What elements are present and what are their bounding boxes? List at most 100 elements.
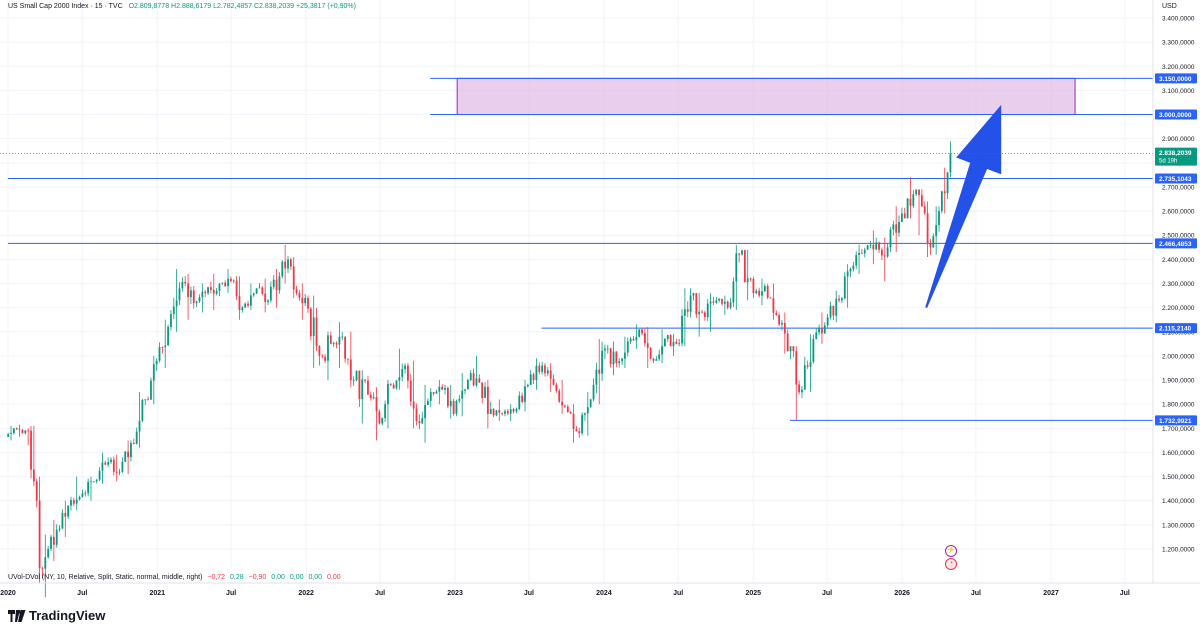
candle-body (681, 315, 683, 344)
candle-body (138, 420, 141, 432)
candle-body (935, 225, 938, 237)
last-price-label-bg (1155, 147, 1197, 166)
indicator-legend[interactable]: UVol-DVol (NY, 10, Relative, Split, Stat… (8, 574, 341, 581)
candle-body (484, 386, 486, 398)
candle-body (315, 317, 318, 347)
price-axis[interactable]: 1.200,0000 1.300,0000 1.400,0000 1.500,0000… (1152, 0, 1197, 583)
candle-body (524, 386, 526, 403)
candle-body (201, 291, 204, 298)
candle-body (763, 285, 766, 292)
price-tick-label: 2.400,0000 (1162, 257, 1195, 264)
candle-body (435, 391, 438, 394)
candle-body (12, 428, 15, 433)
candle-body (809, 361, 812, 367)
time-axis[interactable]: 2020 Jul 2021 Jul 2022 Jul 2023 Jul 2024 Jul 2025 J… (0, 582, 1200, 597)
candle-body (127, 451, 130, 458)
candle-body (292, 266, 295, 290)
time-tick-label: Jul (77, 590, 87, 597)
time-tick-label: Jul (375, 590, 385, 597)
candle-body (392, 384, 395, 389)
price-tick-label: 3.100,0000 (1162, 88, 1195, 95)
candle-body (589, 399, 592, 408)
time-tick-label: 2021 (150, 590, 166, 597)
candle-body (101, 462, 104, 471)
time-tick-label: 2023 (447, 590, 463, 597)
candle-body (875, 242, 878, 250)
candle-body (198, 297, 201, 302)
candle-body (418, 421, 421, 424)
candle-body (652, 358, 655, 361)
candle-body (164, 345, 167, 348)
candle-body (130, 442, 132, 458)
candle-body (883, 255, 886, 257)
indicator-label: UVol-DVol (NY, 10, Relative, Split, Stat… (8, 574, 203, 581)
candle-body (438, 386, 441, 392)
candle-body (669, 335, 672, 347)
candle-body (247, 303, 249, 306)
price-tick-label: 1.900,0000 (1162, 378, 1195, 385)
candle-body (141, 399, 144, 421)
candle-body (218, 283, 221, 291)
candle-body (644, 333, 646, 344)
candle-body (618, 361, 621, 364)
candle-body (612, 351, 615, 365)
candle-body (412, 401, 415, 409)
candle-body (792, 346, 795, 352)
candle-body (107, 462, 110, 465)
ohlc-low: L2.782,4857 (213, 3, 253, 10)
candle-body (224, 282, 227, 287)
event-lightning-icon[interactable]: ⚡ (945, 545, 957, 557)
candle-body (698, 311, 701, 315)
price-change: +25,3817 (+0,90%) (296, 3, 356, 10)
candle-body (721, 298, 723, 304)
candle-body (30, 430, 32, 470)
candle-body (863, 249, 866, 254)
candle-body (675, 341, 678, 344)
candle-body (98, 470, 101, 480)
candle-body (170, 314, 172, 327)
candle-body (723, 301, 726, 304)
candle-body (866, 245, 869, 250)
event-flag-icon[interactable]: ◔ (945, 558, 957, 570)
candle-body (41, 568, 44, 570)
candle-body (584, 413, 586, 415)
candle-body (324, 356, 327, 361)
candle-body (215, 290, 218, 294)
candle-body (375, 397, 378, 412)
candle-body (404, 365, 406, 370)
candle-body (281, 261, 284, 277)
price-tick-label: 3.200,0000 (1162, 64, 1195, 71)
candle-body (347, 358, 349, 360)
time-tick-label: Jul (971, 590, 981, 597)
candle-body (829, 305, 832, 318)
candle-body (940, 191, 943, 212)
candle-body (778, 314, 781, 325)
candle-body (78, 496, 81, 500)
time-tick-label: 2020 (0, 590, 16, 597)
candle-body (427, 400, 429, 406)
price-tick-label: 2.000,0000 (1162, 353, 1195, 360)
candle-body (741, 250, 743, 255)
candle-body (812, 339, 815, 362)
tradingview-brand[interactable]: TradingView (8, 608, 105, 623)
candle-body (586, 407, 589, 414)
candle-body (655, 359, 658, 361)
candle-body (58, 528, 61, 530)
candle-body (15, 428, 18, 430)
candle-body (444, 387, 446, 390)
candle-body (838, 298, 840, 301)
price-tick-label: 1.600,0000 (1162, 450, 1195, 457)
candle-body (447, 387, 449, 407)
candle-body (621, 358, 623, 362)
price-tick-label: 1.200,0000 (1162, 547, 1195, 554)
time-tick-label: 2022 (298, 590, 314, 597)
symbol-title[interactable]: US Small Cap 2000 Index · 15 · TVC (8, 3, 123, 10)
candle-body (495, 410, 498, 416)
candle-body (649, 347, 652, 359)
candle-body (686, 309, 689, 312)
candle-body (287, 259, 289, 269)
candle-body (212, 289, 215, 294)
candle-body (541, 365, 544, 372)
price-tick-label: 2.200,0000 (1162, 305, 1195, 312)
